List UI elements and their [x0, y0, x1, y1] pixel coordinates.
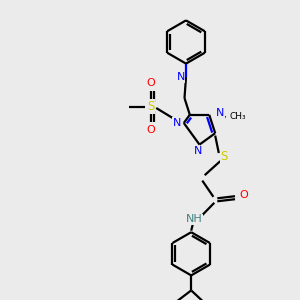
Text: NH: NH	[186, 214, 202, 224]
Text: O: O	[240, 190, 248, 200]
Text: N: N	[216, 108, 224, 118]
Text: CH₃: CH₃	[230, 112, 247, 121]
Text: O: O	[146, 78, 155, 88]
Text: N: N	[176, 72, 185, 82]
Text: O: O	[146, 125, 155, 135]
Text: N: N	[194, 146, 202, 156]
Text: S: S	[147, 100, 154, 113]
Text: S: S	[220, 150, 228, 163]
Text: N: N	[173, 118, 182, 128]
